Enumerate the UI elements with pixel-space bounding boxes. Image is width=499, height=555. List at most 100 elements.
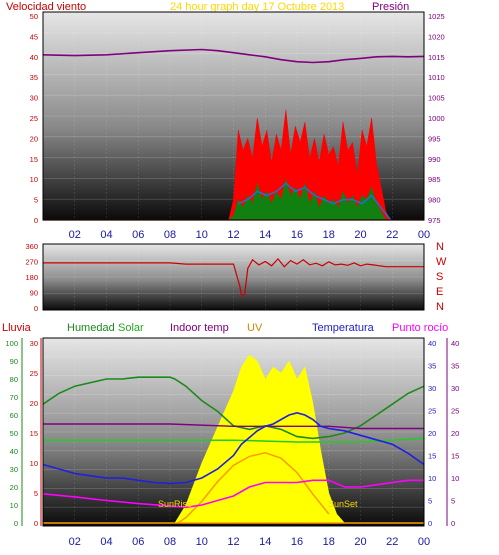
wind-y-tick-label: 5: [34, 196, 38, 205]
wind-speed-area: [228, 178, 391, 221]
sunrise-label: SunRise: [158, 499, 192, 509]
climate-x-tick-label: 04: [100, 536, 112, 548]
wind-x-tick-label: 22: [386, 229, 398, 241]
temperature-y-tick-label: 0: [428, 519, 432, 528]
sunset-label: SunSet: [328, 499, 358, 509]
climate-x-tick-label: 00: [418, 536, 430, 548]
temperature-y-tick-label: 10: [428, 474, 436, 483]
humidity-y-tick-label: 40: [10, 447, 18, 456]
pressure-y-tick-label: 1025: [428, 12, 445, 21]
humidity-y-tick-label: 0: [14, 519, 18, 528]
rain-y-tick-label: 30: [30, 339, 38, 348]
pressure-y-tick-label: 1000: [428, 114, 445, 123]
dewpoint-line: [42, 479, 424, 509]
wind-direction-line: [43, 257, 424, 296]
dewpoint-y-tick-label: 5: [451, 497, 455, 506]
climate-x-tick-label: 18: [323, 536, 335, 548]
rain-y-tick-label: 10: [30, 459, 38, 468]
chart-title: 24 hour graph day 17 Octubre 2013: [170, 1, 344, 13]
direction-y-tick-label: 0: [34, 304, 38, 313]
humidity-y-tick-label: 30: [10, 465, 18, 474]
pressure-y-tick-label: 985: [428, 175, 441, 184]
uv-title: UV: [247, 322, 263, 334]
pressure-y-tick-label: 1020: [428, 32, 445, 41]
pressure-y-tick-label: 1010: [428, 73, 445, 82]
temperature-title: Temperatura: [312, 322, 375, 334]
humidity-y-tick-label: 50: [10, 429, 18, 438]
rain-title: Lluvia: [2, 322, 32, 334]
compass-label-n: N: [436, 301, 444, 313]
wind-x-tick-label: 12: [227, 229, 239, 241]
dewpoint-y-tick-label: 15: [451, 452, 459, 461]
wind-y-tick-label: 30: [30, 94, 38, 103]
wind-x-tick-label: 08: [164, 229, 176, 241]
humidity-y-tick-label: 20: [10, 483, 18, 492]
direction-y-tick-label: 180: [25, 273, 38, 282]
dewpoint-y-tick-label: 40: [451, 339, 459, 348]
wind-x-tick-label: 06: [132, 229, 144, 241]
humidity-title: Humedad: [67, 322, 115, 334]
avg-wind-line: [238, 182, 392, 221]
climate-x-tick-label: 02: [69, 536, 81, 548]
dewpoint-y-tick-label: 35: [451, 362, 459, 371]
compass-label-s: S: [436, 271, 443, 283]
pressure-title: Presión: [372, 1, 409, 13]
climate-x-tick-label: 06: [132, 536, 144, 548]
climate-panel-frame: [42, 337, 425, 527]
solar-title: Solar: [118, 322, 144, 334]
wind-y-tick-label: 25: [30, 114, 38, 123]
wind-x-tick-label: 02: [69, 229, 81, 241]
dewpoint-y-tick-label: 0: [451, 519, 455, 528]
gust-area: [228, 109, 392, 221]
humidity-y-tick-label: 90: [10, 357, 18, 366]
wind-x-tick-label: 00: [418, 229, 430, 241]
rain-y-tick-label: 20: [30, 399, 38, 408]
climate-x-tick-label: 20: [354, 536, 366, 548]
dewpoint-y-tick-label: 10: [451, 474, 459, 483]
rain-y-tick-label: 5: [34, 489, 38, 498]
compass-label-e: E: [436, 286, 443, 298]
humidity-y-tick-label: 80: [10, 375, 18, 384]
climate-x-tick-label: 10: [196, 536, 208, 548]
rain-y-tick-label: 0: [34, 519, 38, 528]
humidity-y-tick-label: 60: [10, 411, 18, 420]
wind-speed-title: Velocidad viento: [6, 1, 86, 13]
pressure-y-tick-label: 990: [428, 155, 441, 164]
pressure-y-tick-label: 995: [428, 134, 441, 143]
climate-x-tick-label: 12: [227, 536, 239, 548]
wind-y-tick-label: 0: [34, 216, 38, 225]
indoor-temp-title: Indoor temp: [170, 322, 229, 334]
compass-label-n: N: [436, 241, 444, 253]
dewpoint-title: Punto rocío: [392, 322, 448, 334]
humidity-y-tick-label: 70: [10, 393, 18, 402]
compass-label-w: W: [436, 256, 447, 268]
climate-x-tick-label: 22: [386, 536, 398, 548]
indoor-temp-line: [43, 423, 424, 430]
rain-y-tick-label: 25: [30, 369, 38, 378]
wind-y-tick-label: 10: [30, 175, 38, 184]
wind-y-tick-label: 40: [30, 53, 38, 62]
pressure-y-tick-label: 975: [428, 216, 441, 225]
humidity-y-tick-label: 10: [10, 501, 18, 510]
wind-panel-frame: [42, 11, 425, 221]
direction-y-tick-label: 360: [25, 242, 38, 251]
wind-y-tick-label: 20: [30, 134, 38, 143]
solar-line: [43, 437, 425, 443]
humidity-y-tick-label: 100: [5, 339, 18, 348]
temperature-line: [42, 411, 425, 485]
wind-x-tick-label: 04: [100, 229, 112, 241]
wind-x-tick-label: 18: [323, 229, 335, 241]
direction-panel-background: [43, 244, 424, 310]
direction-y-tick-label: 90: [30, 289, 38, 298]
wind-x-tick-label: 16: [291, 229, 303, 241]
wind-x-tick-label: 10: [196, 229, 208, 241]
temperature-y-tick-label: 25: [428, 407, 436, 416]
temperature-y-tick-label: 15: [428, 452, 436, 461]
rain-y-tick-label: 15: [30, 429, 38, 438]
dewpoint-y-tick-label: 20: [451, 429, 459, 438]
wind-y-tick-label: 45: [30, 32, 38, 41]
temperature-y-tick-label: 40: [428, 339, 436, 348]
direction-panel-frame: [42, 243, 425, 311]
pressure-line: [42, 48, 425, 64]
